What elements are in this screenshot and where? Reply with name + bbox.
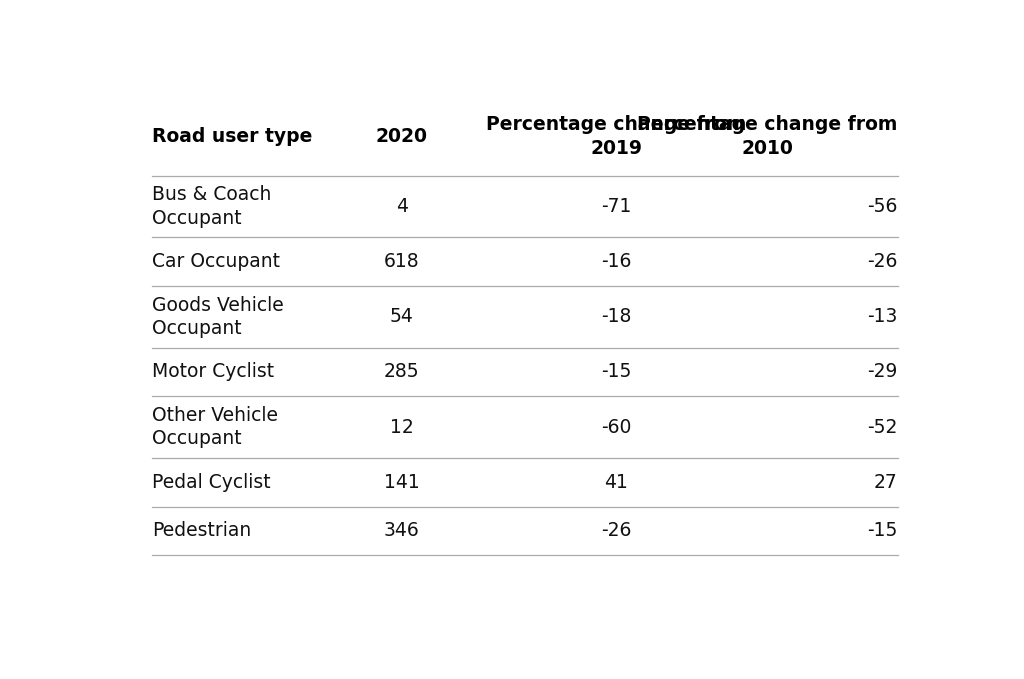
Text: 2020: 2020	[376, 127, 428, 146]
Text: -52: -52	[867, 418, 898, 437]
Text: 27: 27	[874, 473, 898, 492]
Text: -26: -26	[601, 521, 631, 540]
Text: -18: -18	[601, 308, 631, 326]
Text: Pedal Cyclist: Pedal Cyclist	[152, 473, 270, 492]
Text: 618: 618	[384, 252, 420, 271]
Text: -71: -71	[601, 197, 631, 216]
Text: -60: -60	[601, 418, 631, 437]
Text: Motor Cyclist: Motor Cyclist	[152, 363, 274, 382]
Text: Other Vehicle
Occupant: Other Vehicle Occupant	[152, 406, 278, 448]
Text: Percentage change from
2019: Percentage change from 2019	[485, 115, 746, 158]
Text: Percentage change from
2010: Percentage change from 2010	[637, 115, 898, 158]
Text: -16: -16	[601, 252, 631, 271]
Text: Pedestrian: Pedestrian	[152, 521, 251, 540]
Text: Goods Vehicle
Occupant: Goods Vehicle Occupant	[152, 295, 284, 338]
Text: Bus & Coach
Occupant: Bus & Coach Occupant	[152, 185, 271, 227]
Text: 54: 54	[390, 308, 414, 326]
Text: 346: 346	[384, 521, 420, 540]
Text: 285: 285	[384, 363, 420, 382]
Text: -29: -29	[867, 363, 898, 382]
Text: -13: -13	[867, 308, 898, 326]
Text: -15: -15	[867, 521, 898, 540]
Text: 41: 41	[604, 473, 628, 492]
Text: 12: 12	[390, 418, 414, 437]
Text: Car Occupant: Car Occupant	[152, 252, 280, 271]
Text: Road user type: Road user type	[152, 127, 312, 146]
Text: -26: -26	[867, 252, 898, 271]
Text: -15: -15	[601, 363, 631, 382]
Text: 4: 4	[396, 197, 408, 216]
Text: 141: 141	[384, 473, 420, 492]
Text: -56: -56	[867, 197, 898, 216]
